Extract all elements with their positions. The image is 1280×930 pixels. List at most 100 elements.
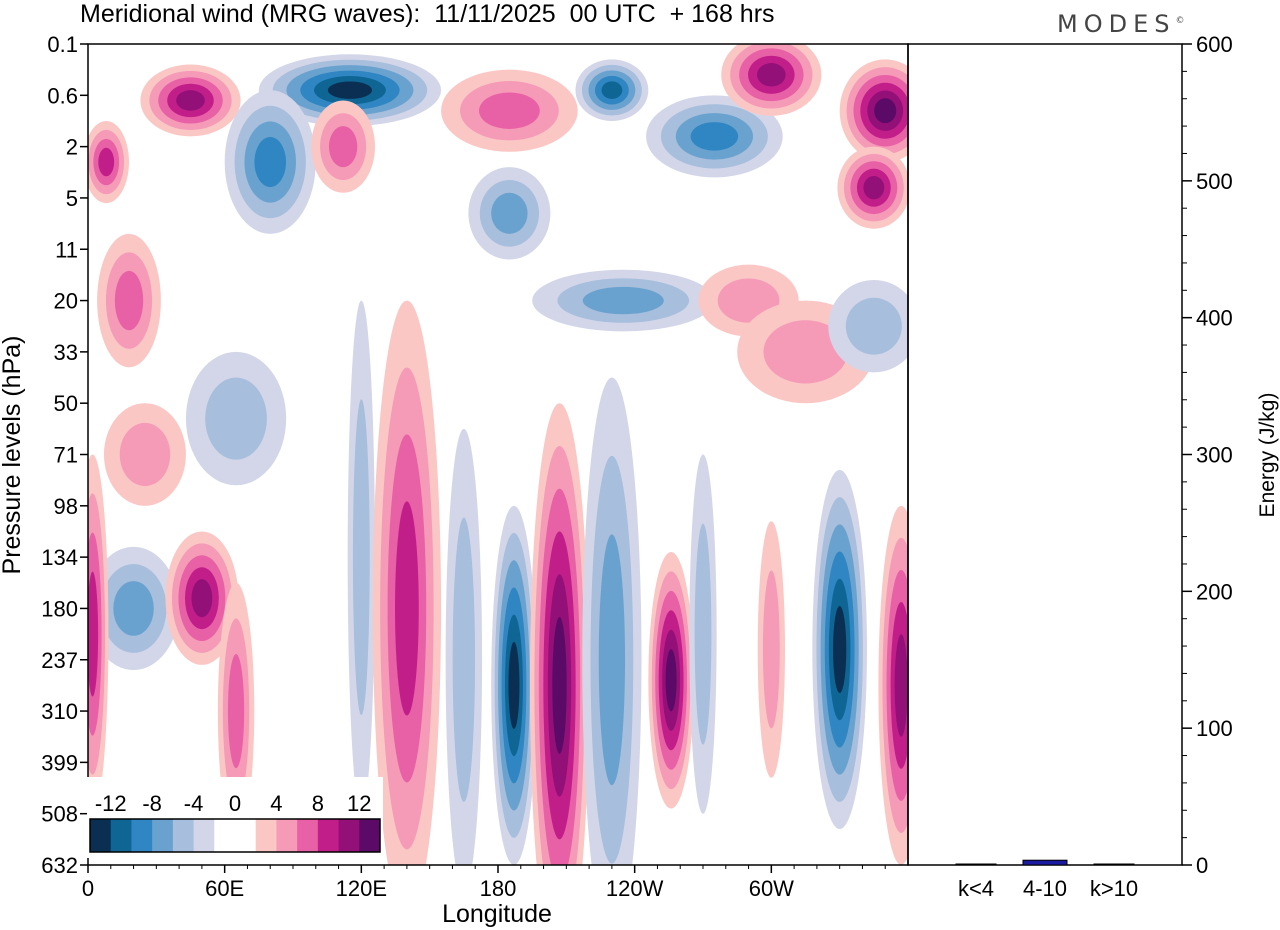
contour-shell (757, 63, 786, 87)
x-tick-label: 0 (82, 876, 94, 901)
contour-shell (665, 649, 677, 712)
wind-anomaly (812, 469, 868, 830)
wind-anomaly (646, 95, 783, 178)
colorbar-label: 8 (312, 791, 324, 816)
wind-anomaly (491, 505, 537, 865)
contour-shell (254, 137, 287, 188)
x-axis-label: Longitude (442, 900, 552, 928)
wind-anomaly (258, 54, 442, 127)
energy-bar (1093, 863, 1135, 866)
energy-bars (955, 859, 1135, 866)
contour-shell (601, 81, 623, 99)
x-tick-label: 60E (205, 876, 244, 901)
colorbar-swatch (359, 819, 381, 852)
y-tick-label: 50 (54, 391, 78, 416)
y-axis-label: Pressure levels (hPa) (0, 336, 26, 575)
wind-anomaly (311, 100, 375, 193)
wind-anomaly (757, 521, 785, 778)
contour-shell (119, 422, 171, 487)
heatmap-fields (88, 44, 908, 865)
contour-shell (327, 81, 373, 99)
energy-tick-label: 100 (1196, 716, 1233, 741)
colorbar-label: 0 (229, 791, 241, 816)
energy-axis: 0 100 200 300 400 500 600 (1182, 32, 1233, 878)
contour-shell (88, 571, 99, 697)
contour-shell (694, 523, 712, 745)
contour-shell (894, 634, 908, 737)
y-tick-label: 98 (54, 494, 78, 519)
contour-shell (833, 605, 847, 694)
energy-tick-label: 600 (1196, 32, 1233, 57)
contour-shell (113, 581, 154, 636)
colorbar-swatch (214, 819, 236, 852)
contour-shell (352, 399, 370, 716)
colorbar-frame (89, 818, 381, 853)
y-tick-label: 134 (41, 545, 78, 570)
y-tick-label: 0.1 (47, 32, 78, 57)
contour-shell (582, 286, 664, 315)
colorbar-swatch (110, 819, 132, 852)
contour-shell (598, 534, 626, 786)
contour-shell (874, 98, 897, 124)
wind-anomaly (347, 300, 376, 814)
contour-shell (227, 654, 245, 769)
colorbar-swatch (193, 819, 215, 852)
contour-shell (395, 501, 419, 716)
longitude-axis: 0 60E 120E 180 120W 60W (82, 865, 886, 901)
y-tick-label: 180 (41, 596, 78, 621)
x-tick-label: 60W (749, 876, 794, 901)
contour-shell (191, 579, 213, 618)
energy-bar (955, 863, 997, 866)
contour-shell (690, 122, 739, 151)
contour-shell (98, 147, 115, 177)
wind-anomaly (689, 454, 717, 814)
wind-anomaly (97, 233, 161, 368)
wind-anomaly (582, 377, 642, 865)
contour-shell (863, 175, 885, 200)
wind-anomaly (529, 403, 590, 865)
colorbar-swatch (255, 819, 277, 852)
wind-anomaly (441, 69, 578, 152)
colorbar-swatch (90, 819, 112, 852)
y-tick-label: 310 (41, 699, 78, 724)
energy-panel-frame (907, 43, 1183, 866)
wind-anomaly (839, 59, 908, 163)
wind-anomaly (445, 428, 483, 865)
colorbar-swatch (297, 819, 319, 852)
wind-anomaly (224, 90, 316, 234)
colorbar-swatch (317, 819, 340, 852)
colorbar-swatch (338, 819, 360, 852)
colorbar-label: -8 (142, 791, 162, 816)
wind-anomaly (88, 454, 109, 814)
y-tick-label: 237 (41, 648, 78, 673)
modes-logo: MODES© (1057, 10, 1185, 38)
y-tick-label: 399 (41, 750, 78, 775)
logo-text: MODES (1057, 10, 1176, 38)
y-tick-label: 508 (41, 802, 78, 827)
wind-anomaly (648, 551, 694, 809)
wind-anomaly (372, 300, 442, 865)
colorbar-swatch (131, 819, 153, 852)
colorbar-swatch (235, 819, 257, 852)
y-tick-label: 33 (54, 340, 78, 365)
energy-bar (1022, 859, 1068, 866)
colorbar-swatch (152, 819, 174, 852)
x-tick-label: 120E (336, 876, 387, 901)
wind-anomaly (468, 167, 551, 260)
contour-shell (205, 377, 267, 460)
contour-shell (763, 320, 848, 384)
y-tick-label: 0.6 (47, 83, 78, 108)
y-tick-label: 20 (54, 289, 78, 314)
wind-anomaly (103, 403, 186, 506)
wind-anomaly (88, 546, 180, 671)
energy-axis-label: Energy (J/kg) (1256, 393, 1279, 518)
colorbar-label: 4 (270, 791, 282, 816)
y-tick-label: 5 (66, 186, 78, 211)
y-tick-label: 632 (41, 853, 78, 878)
wind-anomaly (88, 120, 129, 204)
wind-anomaly (878, 505, 908, 865)
energy-tick-label: 300 (1196, 443, 1233, 468)
energy-categories: k<4 4-10 k>10 (958, 876, 1138, 901)
y-tick-label: 11 (55, 237, 78, 262)
